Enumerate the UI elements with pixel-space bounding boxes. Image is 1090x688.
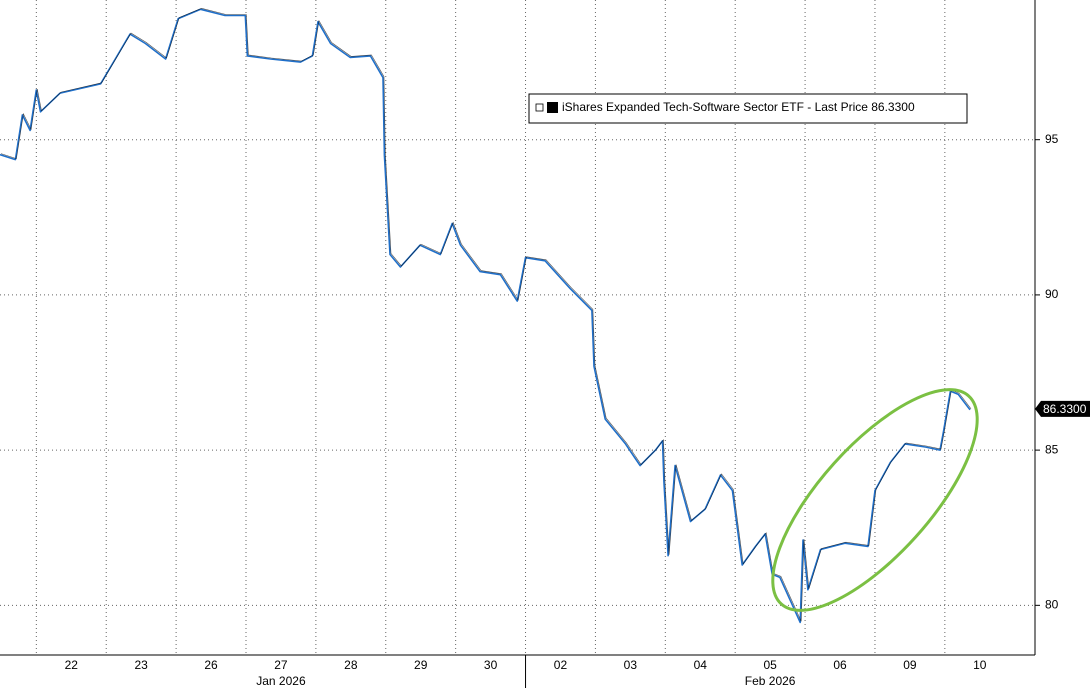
legend: iShares Expanded Tech-Software Sector ET… [528, 93, 968, 124]
x-tick-label: 30 [484, 658, 498, 672]
y-tick-label: 85 [1045, 442, 1059, 456]
x-tick-label: 29 [414, 658, 428, 672]
x-tick-label: 26 [204, 658, 218, 672]
x-tick-label: 04 [694, 658, 708, 672]
y-tick-label: 90 [1045, 287, 1059, 301]
y-tick-label: 95 [1045, 132, 1059, 146]
x-tick-label: 22 [65, 658, 79, 672]
x-tick-label: 28 [344, 658, 358, 672]
last-price-box [1035, 400, 1090, 417]
y-tick-label: 80 [1045, 598, 1059, 612]
x-tick-label: 03 [624, 658, 638, 672]
last-price-label: 86.3300 [1043, 402, 1087, 416]
x-tick-label: 06 [833, 658, 847, 672]
month-label: Jan 2026 [256, 674, 306, 688]
x-tick-label: 02 [554, 658, 568, 672]
price-line-shadow [0, 7, 972, 622]
month-label: Feb 2026 [745, 674, 796, 688]
legend-toggle [535, 103, 544, 112]
x-tick-label: 10 [973, 658, 987, 672]
x-tick-label: 27 [274, 658, 288, 672]
price-line [0, 8, 971, 624]
highlight-ellipse [771, 388, 979, 612]
x-tick-label: 23 [134, 658, 148, 672]
legend-box [528, 93, 968, 124]
x-tick-label: 05 [763, 658, 777, 672]
legend-label: iShares Expanded Tech-Software Sector ET… [562, 100, 915, 114]
legend-swatch [547, 102, 558, 113]
last-price-tag: 86.3300 [1035, 400, 1090, 417]
x-tick-label: 09 [903, 658, 917, 672]
